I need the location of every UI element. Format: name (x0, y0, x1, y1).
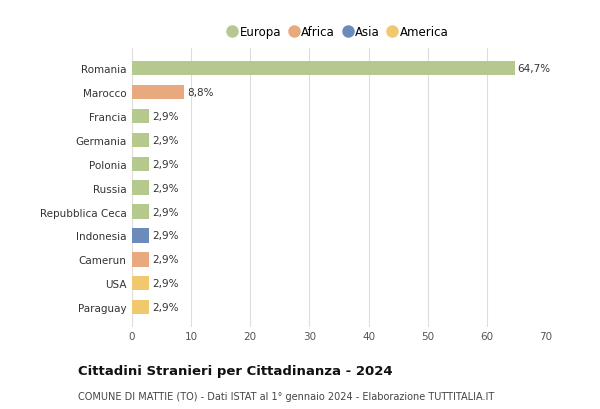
Bar (132, 205, 149, 219)
Bar (132, 276, 149, 291)
Text: Cittadini Stranieri per Cittadinanza - 2024: Cittadini Stranieri per Cittadinanza - 2… (78, 364, 392, 377)
Text: 2,9%: 2,9% (152, 255, 179, 265)
Text: 2,9%: 2,9% (152, 135, 179, 146)
Bar (132, 181, 149, 195)
Bar (132, 110, 149, 124)
Bar (132, 133, 149, 148)
Text: 2,9%: 2,9% (152, 183, 179, 193)
Text: 8,8%: 8,8% (187, 88, 214, 98)
Legend: Europa, Africa, Asia, America: Europa, Africa, Asia, America (224, 22, 454, 44)
Text: 64,7%: 64,7% (518, 64, 551, 74)
Text: 2,9%: 2,9% (152, 112, 179, 121)
Text: COMUNE DI MATTIE (TO) - Dati ISTAT al 1° gennaio 2024 - Elaborazione TUTTITALIA.: COMUNE DI MATTIE (TO) - Dati ISTAT al 1°… (78, 391, 494, 401)
Text: 2,9%: 2,9% (152, 207, 179, 217)
Bar (132, 252, 149, 267)
Text: 2,9%: 2,9% (152, 231, 179, 241)
Bar (132, 62, 515, 76)
Text: 2,9%: 2,9% (152, 302, 179, 312)
Text: 2,9%: 2,9% (152, 159, 179, 169)
Bar (132, 300, 149, 315)
Bar (132, 229, 149, 243)
Text: 2,9%: 2,9% (152, 279, 179, 288)
Bar (132, 85, 184, 100)
Bar (132, 157, 149, 171)
